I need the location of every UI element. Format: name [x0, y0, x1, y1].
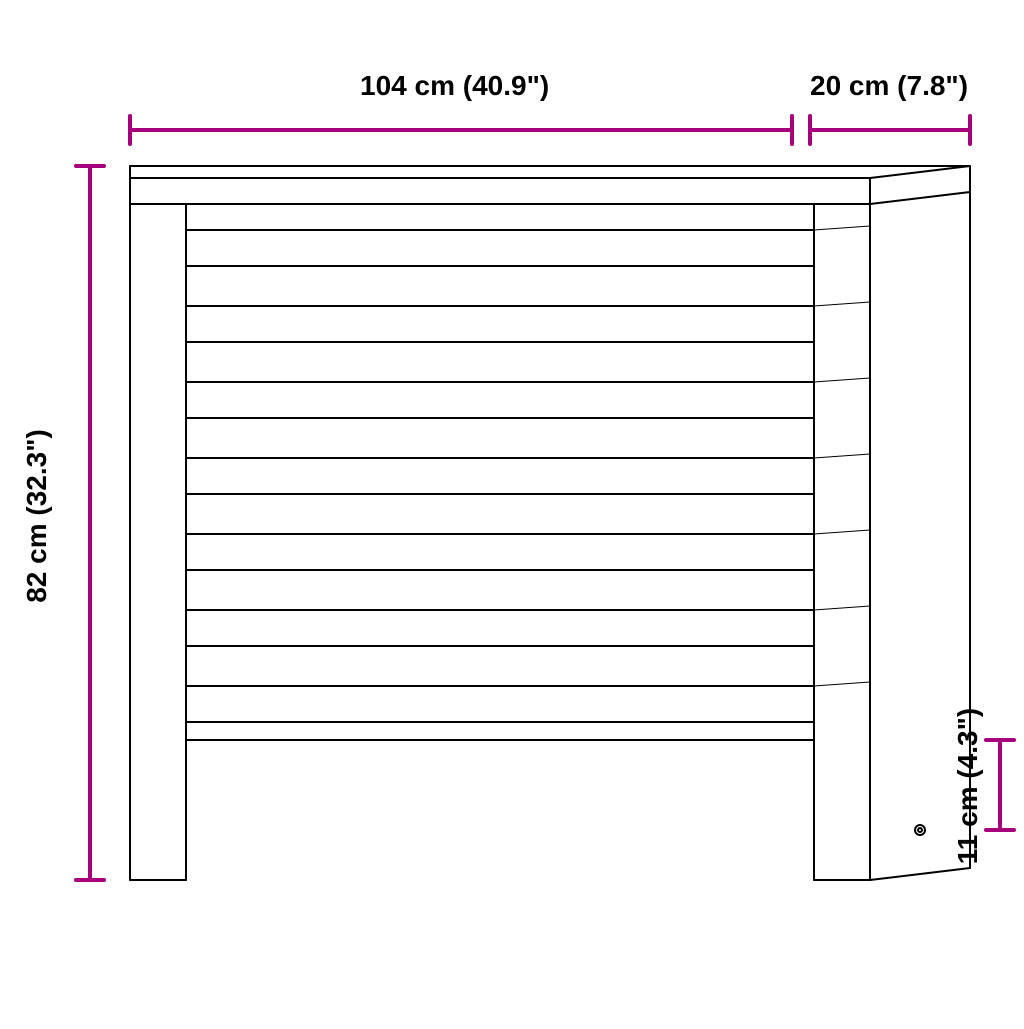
depth-label: 20 cm (7.8")	[810, 70, 968, 102]
leg-label: 11 cm (4.3")	[952, 708, 984, 864]
dimension-drawing	[0, 0, 1024, 1024]
height-label: 82 cm (32.3")	[21, 429, 53, 603]
width-label: 104 cm (40.9")	[360, 70, 549, 102]
